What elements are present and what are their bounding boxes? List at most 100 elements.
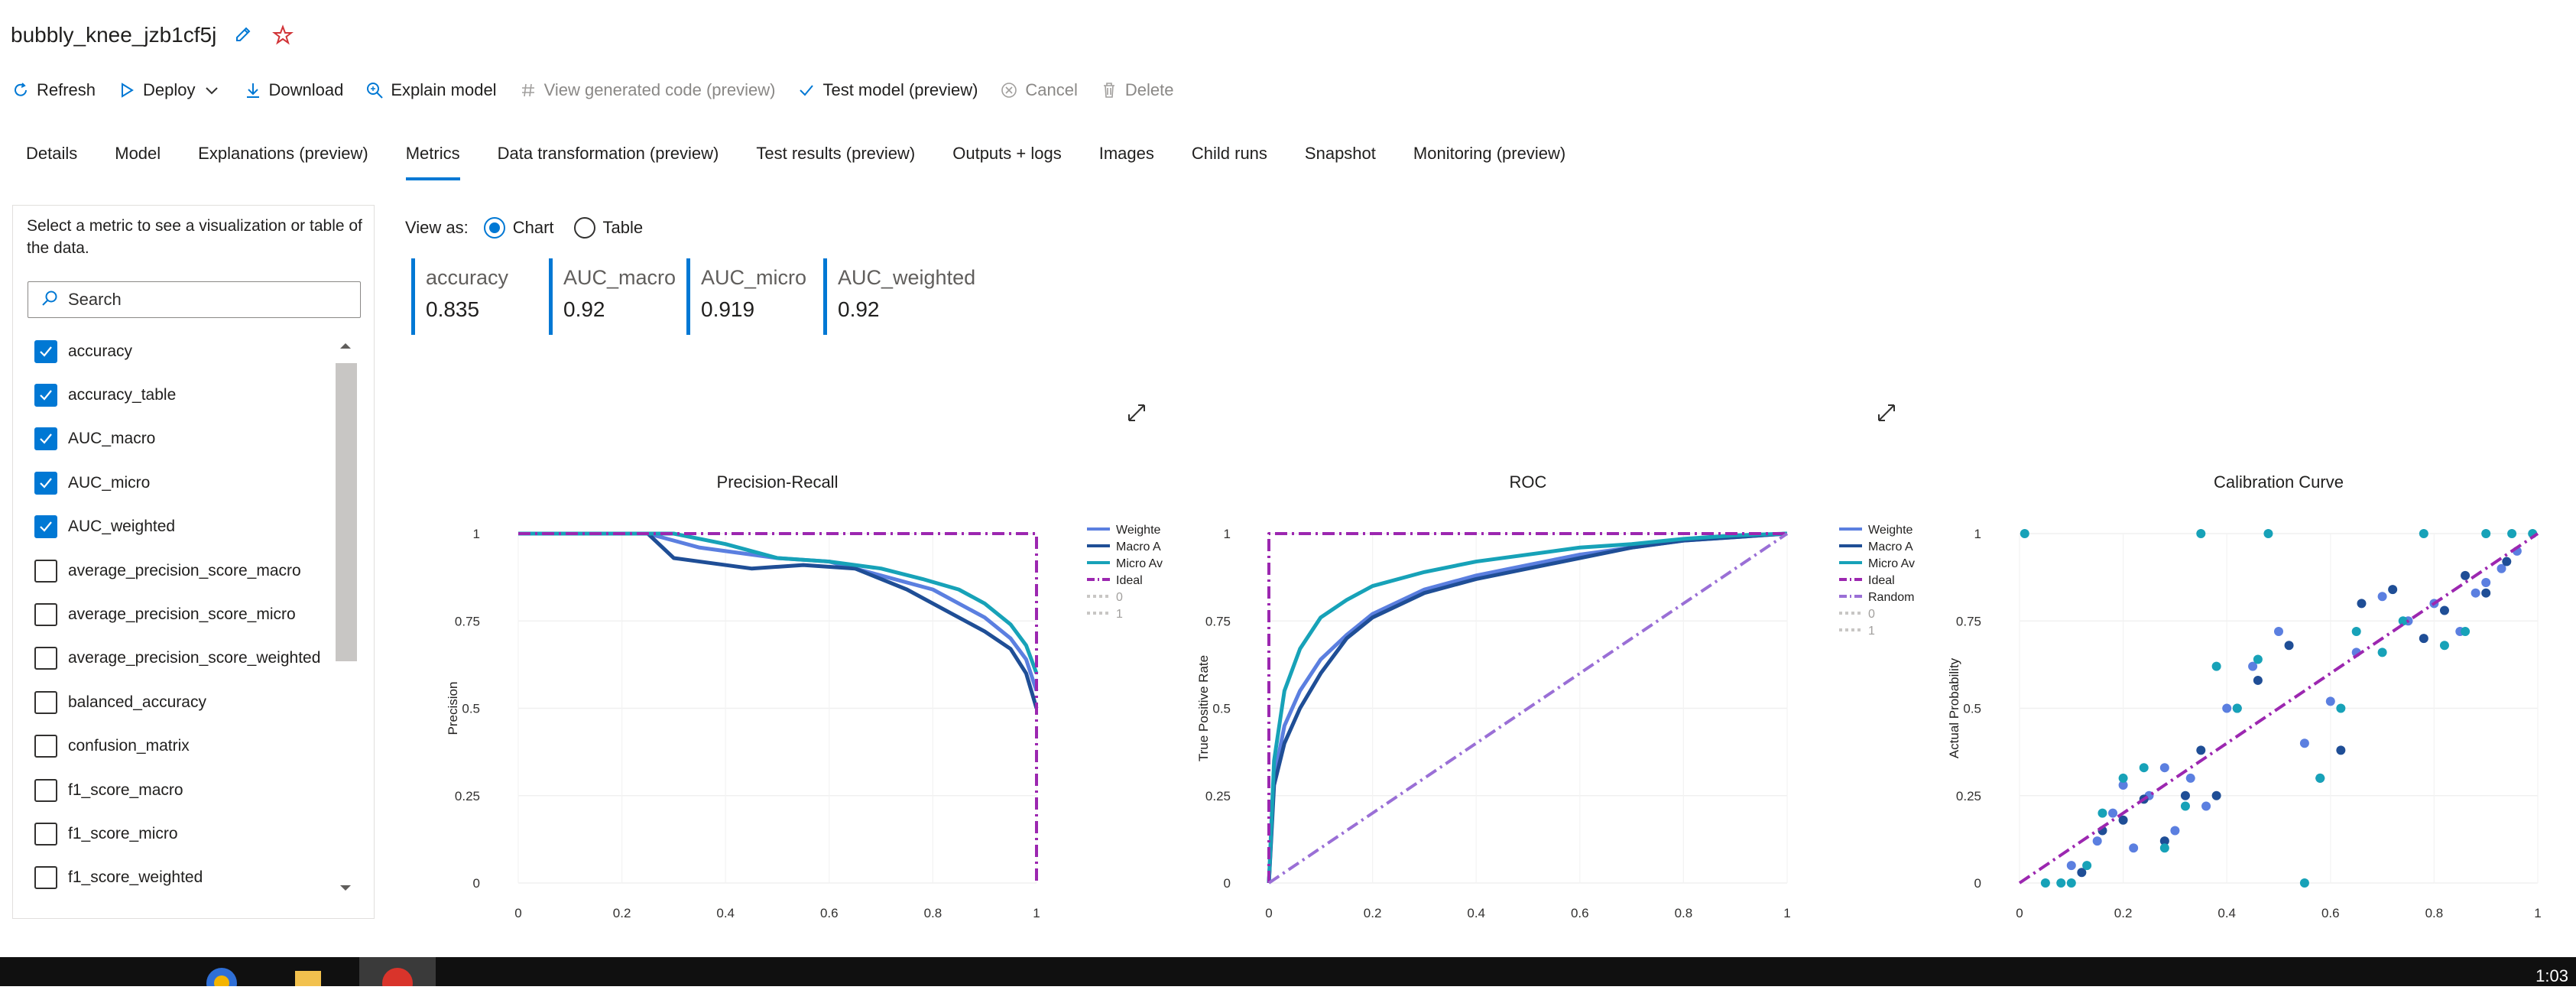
metric-list-item[interactable]: f1_score_weighted — [34, 856, 340, 900]
expand-icon[interactable] — [1124, 401, 1149, 425]
metric-checkbox[interactable] — [34, 735, 57, 758]
data-point — [2388, 585, 2398, 595]
data-point — [2129, 843, 2139, 853]
metric-list-item[interactable]: average_precision_score_micro — [34, 592, 340, 636]
search-input[interactable] — [67, 289, 345, 310]
metric-list-item[interactable]: average_precision_score_weighted — [34, 637, 340, 680]
metric-checkbox[interactable] — [34, 559, 57, 583]
metric-checkbox[interactable] — [34, 647, 57, 670]
expand-icon[interactable] — [1874, 401, 1899, 425]
metric-list-item[interactable]: f1_score_macro — [34, 768, 340, 812]
metric-checkbox[interactable] — [34, 603, 57, 627]
data-point — [2118, 773, 2128, 783]
data-point — [2056, 878, 2066, 888]
explain-model-button[interactable]: Explain model — [365, 80, 497, 100]
metric-checkbox[interactable] — [34, 339, 57, 363]
app-taskbar-icon[interactable] — [359, 957, 436, 990]
chart-radio[interactable] — [483, 217, 505, 239]
metric-checkbox[interactable] — [34, 384, 57, 407]
edit-icon[interactable] — [230, 22, 256, 48]
metric-selector-panel: Select a metric to see a visualization o… — [12, 205, 375, 919]
deploy-label: Deploy — [143, 80, 196, 99]
download-button[interactable]: Download — [243, 80, 343, 100]
star-icon[interactable] — [270, 22, 296, 48]
scrollbar-thumb[interactable] — [336, 363, 357, 661]
metric-checkbox[interactable] — [34, 690, 57, 714]
data-point — [2419, 634, 2428, 644]
metric-list: accuracy accuracy_table AUC_macro AUC_micro… — [34, 329, 340, 900]
metric-checkbox[interactable] — [34, 427, 57, 451]
browser-taskbar-icon[interactable] — [199, 960, 245, 990]
legend-label: Ideal — [1868, 574, 1895, 587]
data-point — [2481, 588, 2491, 598]
metric-checkbox[interactable] — [34, 515, 57, 539]
data-point — [2253, 654, 2263, 664]
y-tick-label: 0.5 — [462, 702, 480, 716]
data-point — [2201, 801, 2211, 811]
metric-list-item[interactable]: AUC_micro — [34, 461, 340, 505]
tab-images[interactable]: Images — [1098, 144, 1154, 163]
cancel-button[interactable]: Cancel — [999, 80, 1078, 100]
scroll-up-icon[interactable] — [339, 340, 352, 355]
metric-checkbox[interactable] — [34, 822, 57, 846]
data-point — [2108, 808, 2118, 818]
x-tick-label: 0.8 — [2425, 906, 2444, 920]
cancel-label: Cancel — [1025, 80, 1078, 99]
tab-test-results[interactable]: Test results (preview) — [756, 144, 916, 163]
metric-list-item[interactable]: average_precision_score_macro — [34, 549, 340, 592]
metric-checkbox[interactable] — [34, 778, 57, 802]
metric-list-item[interactable]: f1_score_micro — [34, 812, 340, 855]
view-generated-code-button[interactable]: View generated code (preview) — [518, 80, 775, 100]
table-radio-label[interactable]: Table — [602, 218, 644, 237]
series-line — [2018, 532, 2539, 885]
legend-label: Random — [1868, 591, 1914, 604]
tab-explanations[interactable]: Explanations (preview) — [198, 144, 368, 163]
data-point — [2159, 836, 2169, 846]
data-point — [2118, 781, 2128, 790]
folder-taskbar-icon[interactable] — [284, 965, 330, 988]
data-point — [2185, 773, 2195, 783]
metric-checkbox[interactable] — [34, 471, 57, 495]
metric-search-box[interactable] — [28, 281, 361, 318]
deploy-button[interactable]: Deploy — [117, 80, 221, 100]
y-tick-label: 0 — [1224, 876, 1231, 891]
refresh-icon — [11, 80, 31, 100]
y-tick-label: 0.25 — [1205, 789, 1231, 803]
data-point — [2118, 815, 2128, 825]
metric-list-scrollbar[interactable] — [333, 334, 358, 904]
tab-child-runs[interactable]: Child runs — [1191, 144, 1267, 163]
data-point — [2377, 648, 2387, 657]
metric-list-item[interactable]: accuracy — [34, 329, 340, 373]
data-point — [2284, 641, 2294, 651]
data-point — [2481, 577, 2491, 587]
metric-checkbox[interactable] — [34, 866, 57, 890]
y-tick-label: 1 — [1974, 527, 1981, 541]
metric-list-item[interactable]: confusion_matrix — [34, 725, 340, 768]
metric-label: accuracy — [68, 342, 133, 360]
tab-metrics[interactable]: Metrics — [405, 138, 460, 180]
tab-monitoring[interactable]: Monitoring (preview) — [1413, 144, 1566, 163]
tab-snapshot[interactable]: Snapshot — [1304, 144, 1376, 163]
tab-data-transformation[interactable]: Data transformation (preview) — [497, 144, 719, 163]
table-radio[interactable] — [573, 217, 595, 239]
tab-model[interactable]: Model — [115, 144, 161, 163]
test-model-button[interactable]: Test model (preview) — [796, 80, 978, 100]
metric-list-item[interactable]: accuracy_table — [34, 373, 340, 417]
metric-label: f1_score_micro — [68, 824, 178, 842]
tab-outputs-logs[interactable]: Outputs + logs — [952, 144, 1062, 163]
data-point — [2097, 808, 2107, 818]
metric-card-auc-weighted: AUC_weighted 0.92 — [823, 258, 975, 335]
delete-button[interactable]: Delete — [1099, 80, 1173, 100]
tab-details[interactable]: Details — [26, 144, 78, 163]
x-tick-label: 0.4 — [2218, 906, 2236, 920]
precision-recall-chart: Precision-Recall 0 0.25 0.5 0.75 1 0 0.2 0.4 0.6 0… — [446, 472, 1163, 920]
x-tick-label: 0.2 — [2114, 906, 2133, 920]
chart-radio-label[interactable]: Chart — [512, 218, 554, 237]
scroll-down-icon[interactable] — [339, 883, 352, 897]
metric-list-item[interactable]: AUC_macro — [34, 417, 340, 461]
x-tick-label: 0 — [2016, 906, 2023, 920]
data-point — [2461, 626, 2471, 636]
metric-list-item[interactable]: AUC_weighted — [34, 505, 340, 549]
refresh-button[interactable]: Refresh — [11, 80, 96, 100]
metric-list-item[interactable]: balanced_accuracy — [34, 680, 340, 724]
